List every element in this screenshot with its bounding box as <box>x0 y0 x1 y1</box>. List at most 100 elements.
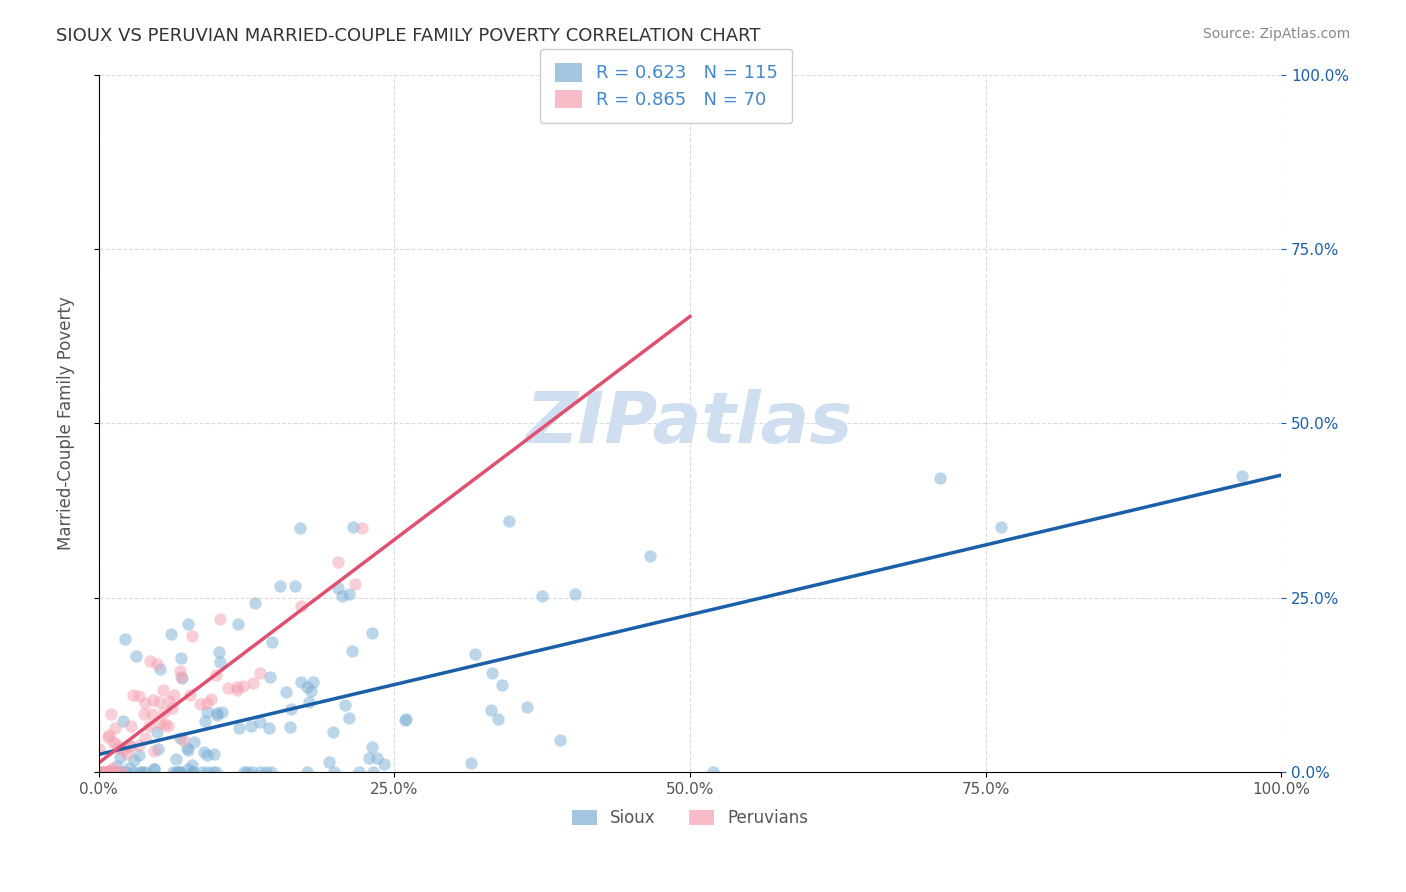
Point <box>337 711 360 725</box>
Point <box>181 765 204 780</box>
Point <box>89 765 111 780</box>
Point <box>328 555 350 569</box>
Point <box>101 735 124 749</box>
Point <box>153 716 176 731</box>
Point <box>143 744 166 758</box>
Point <box>990 519 1012 533</box>
Point <box>169 731 191 745</box>
Point <box>142 762 165 776</box>
Point <box>226 681 249 695</box>
Point <box>111 714 134 728</box>
Point <box>394 714 416 728</box>
Point <box>148 742 170 756</box>
Point <box>179 689 201 703</box>
Point <box>339 587 361 601</box>
Point <box>98 765 121 780</box>
Point <box>276 685 298 699</box>
Point <box>149 662 172 676</box>
Point <box>170 672 193 686</box>
Point <box>177 616 200 631</box>
Point <box>97 765 120 780</box>
Point <box>333 698 356 712</box>
Point <box>195 706 218 720</box>
Point <box>347 765 370 780</box>
Point <box>131 765 153 780</box>
Point <box>481 666 503 681</box>
Point <box>361 740 384 755</box>
Point <box>167 765 190 780</box>
Point <box>145 657 167 671</box>
Point <box>259 670 281 684</box>
Point <box>702 765 724 780</box>
Point <box>117 761 139 775</box>
Point <box>149 716 172 731</box>
Point <box>180 629 202 643</box>
Point <box>278 720 301 734</box>
Point <box>205 668 228 682</box>
Point <box>180 765 202 780</box>
Point <box>91 765 114 780</box>
Point <box>100 707 122 722</box>
Point <box>183 735 205 749</box>
Point <box>302 674 325 689</box>
Point <box>101 765 124 780</box>
Point <box>290 599 312 613</box>
Text: Source: ZipAtlas.com: Source: ZipAtlas.com <box>1202 27 1350 41</box>
Point <box>110 765 132 780</box>
Point <box>322 725 344 739</box>
Point <box>97 727 120 741</box>
Point <box>295 680 318 694</box>
Point <box>225 683 247 698</box>
Point <box>228 617 250 632</box>
Point <box>172 733 194 747</box>
Point <box>928 471 950 485</box>
Point <box>202 747 225 762</box>
Point <box>395 712 418 726</box>
Point <box>117 747 139 761</box>
Point <box>373 757 395 772</box>
Point <box>228 721 250 735</box>
Point <box>142 693 165 707</box>
Point <box>195 765 218 780</box>
Point <box>188 697 211 711</box>
Point <box>350 521 373 535</box>
Point <box>193 745 215 759</box>
Point <box>366 751 388 765</box>
Point <box>165 752 187 766</box>
Point <box>120 739 142 753</box>
Point <box>232 679 254 693</box>
Point <box>254 765 277 780</box>
Point <box>163 688 186 702</box>
Point <box>360 626 382 640</box>
Point <box>361 765 384 780</box>
Point <box>323 765 346 780</box>
Point <box>205 707 228 722</box>
Point <box>139 654 162 668</box>
Point <box>191 765 214 780</box>
Point <box>232 765 254 780</box>
Point <box>132 706 155 721</box>
Point <box>194 714 217 729</box>
Point <box>141 706 163 721</box>
Point <box>122 765 145 780</box>
Point <box>152 683 174 698</box>
Point <box>89 742 111 756</box>
Point <box>97 730 120 744</box>
Point <box>288 521 311 535</box>
Point <box>243 596 266 610</box>
Point <box>169 665 191 679</box>
Text: SIOUX VS PERUVIAN MARRIED-COUPLE FAMILY POVERTY CORRELATION CHART: SIOUX VS PERUVIAN MARRIED-COUPLE FAMILY … <box>56 27 761 45</box>
Point <box>169 765 191 780</box>
Point <box>249 714 271 729</box>
Point <box>101 761 124 775</box>
Point <box>97 765 120 780</box>
Point <box>460 756 482 770</box>
Legend: Sioux, Peruvians: Sioux, Peruvians <box>565 802 815 833</box>
Point <box>101 765 124 780</box>
Point <box>498 514 520 528</box>
Point <box>209 612 232 626</box>
Point <box>153 705 176 719</box>
Point <box>195 748 218 763</box>
Point <box>128 738 150 752</box>
Point <box>299 684 322 698</box>
